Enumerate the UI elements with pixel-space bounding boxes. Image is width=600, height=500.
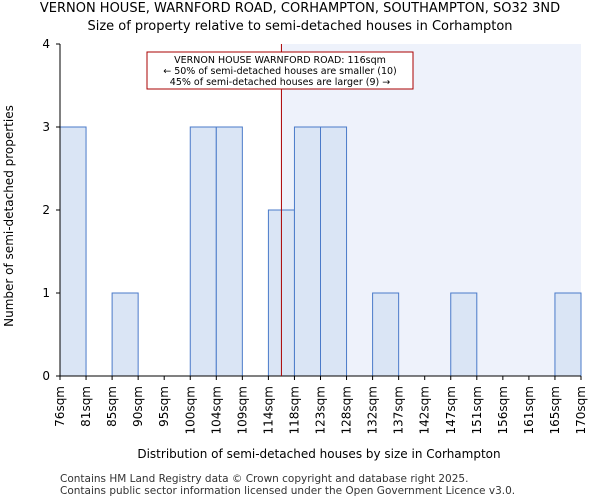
x-tick-label: 118sqm	[287, 386, 301, 434]
annotation-line: VERNON HOUSE WARNFORD ROAD: 116sqm	[174, 55, 386, 66]
bar	[111, 292, 139, 377]
bar	[554, 292, 582, 377]
bar	[293, 126, 322, 377]
x-tick-label: 156sqm	[496, 386, 510, 434]
x-tick-label: 76sqm	[53, 386, 67, 427]
footer-copyright: Contains HM Land Registry data © Crown c…	[60, 473, 469, 485]
x-axis-label: Distribution of semi-detached houses by …	[137, 447, 500, 461]
y-axis-label: Number of semi-detached properties	[2, 105, 16, 327]
x-tick-label: 165sqm	[548, 386, 562, 434]
annotation-line: ← 50% of semi-detached houses are smalle…	[163, 66, 397, 77]
x-tick-label: 123sqm	[314, 386, 328, 434]
bar	[59, 126, 87, 377]
x-tick-label: 137sqm	[392, 386, 406, 434]
x-tick-label: 109sqm	[235, 386, 249, 434]
x-tick-label: 132sqm	[366, 386, 380, 434]
bar	[372, 292, 400, 377]
annotation-box	[146, 51, 414, 90]
y-tick-label: 3	[42, 120, 50, 134]
x-tick-label: 128sqm	[340, 386, 354, 434]
y-tick-label: 0	[42, 369, 50, 383]
chart-subtitle: Size of property relative to semi-detach…	[87, 19, 513, 34]
x-tick-label: 104sqm	[209, 386, 223, 434]
x-tick-label: 114sqm	[261, 386, 275, 434]
x-tick-label: 81sqm	[79, 386, 93, 427]
x-tick-label: 90sqm	[131, 386, 145, 427]
y-tick-label: 4	[42, 37, 50, 51]
bar	[215, 126, 243, 377]
annotation-line: 45% of semi-detached houses are larger (…	[170, 77, 390, 88]
x-tick-label: 142sqm	[418, 386, 432, 434]
x-tick-label: 100sqm	[183, 386, 197, 434]
x-tick-label: 170sqm	[574, 386, 588, 434]
chart-title: VERNON HOUSE, WARNFORD ROAD, CORHAMPTON,…	[39, 1, 561, 16]
x-tick-label: 95sqm	[157, 386, 171, 427]
y-tick-label: 1	[42, 286, 50, 300]
bar	[450, 292, 478, 377]
x-tick-label: 85sqm	[105, 386, 119, 427]
y-tick-label: 2	[42, 203, 50, 217]
x-tick-label: 151sqm	[470, 386, 484, 434]
footer-licence: Contains public sector information licen…	[60, 485, 516, 497]
bar	[189, 126, 217, 377]
histogram-chart: 0 1 2 3 4 76sqm 81sqm 85sqm 90sqm 95sqm 100sqm 104s…	[2, 37, 588, 461]
x-tick-label: 161sqm	[522, 386, 536, 434]
x-tick-label: 147sqm	[444, 386, 458, 434]
bar	[320, 126, 348, 377]
